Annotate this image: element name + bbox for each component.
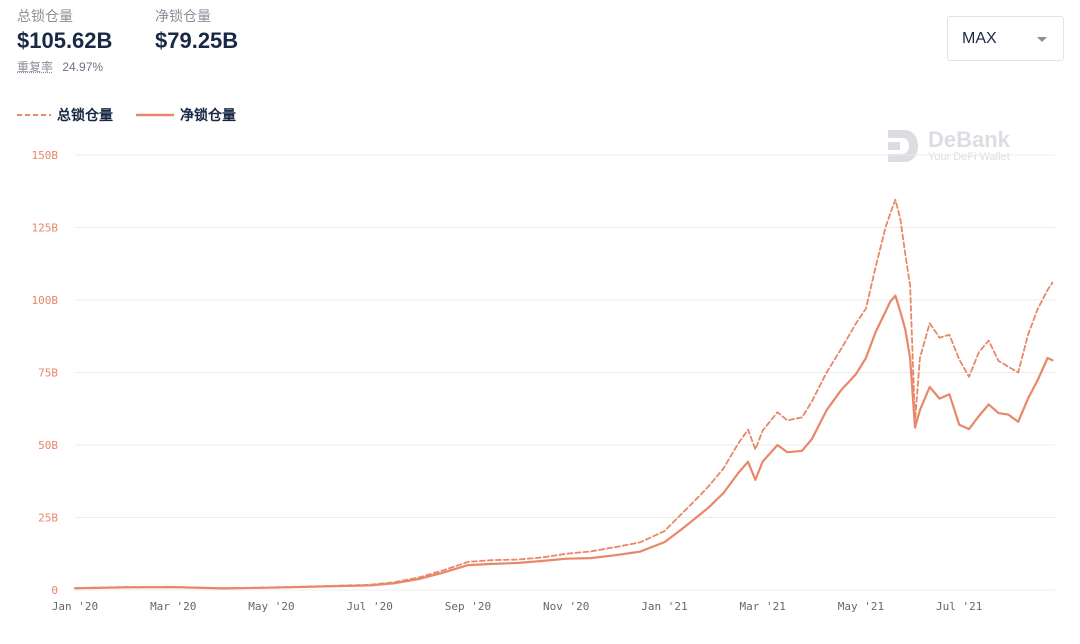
tvl-line-chart: 0 25B 50B 75B 100B 125B 150B Jan '20 Mar '20 May …: [32, 149, 1055, 613]
x-tick-label: May '20: [248, 600, 294, 613]
debank-watermark: DeBank Your DeFi Wallet: [886, 128, 1010, 164]
x-tick-label: Jan '20: [52, 600, 98, 613]
y-tick-label: 25B: [38, 512, 58, 525]
y-tick-label: 75B: [38, 367, 58, 380]
overlap-rate-label[interactable]: 重复率: [17, 60, 54, 74]
x-tick-label: May '21: [838, 600, 884, 613]
time-range-value: MAX: [962, 30, 997, 47]
net-tvl-stat: 净锁仓量 $79.25B: [155, 6, 238, 54]
total-tvl-label: 总锁仓量: [17, 8, 73, 24]
legend-item-net[interactable]: 净锁仓量: [136, 105, 236, 125]
chevron-down-icon: [1037, 37, 1047, 42]
total-tvl-stat: 总锁仓量 $105.62B: [17, 6, 112, 54]
y-tick-label: 50B: [38, 439, 58, 452]
net-tvl-label: 净锁仓量: [155, 8, 211, 24]
legend-solid-line-icon: [136, 113, 174, 117]
x-tick-label: Jul '21: [936, 600, 982, 613]
watermark-subtitle: Your DeFi Wallet: [928, 151, 1010, 163]
y-tick-label: 150B: [32, 149, 59, 162]
debank-logo-icon: [888, 130, 918, 162]
overlap-rate: 重复率 24.97%: [17, 58, 103, 75]
watermark-title: DeBank: [928, 127, 1010, 152]
x-tick-label: Nov '20: [543, 600, 589, 613]
y-tick-label: 125B: [32, 222, 59, 235]
y-tick-label: 0: [51, 584, 58, 597]
x-tick-label: Mar '20: [150, 600, 196, 613]
x-tick-label: Mar '21: [740, 600, 786, 613]
overlap-rate-value: 24.97%: [62, 60, 104, 74]
x-tick-label: Jan '21: [641, 600, 687, 613]
legend-dashed-line-icon: [17, 114, 51, 116]
series-line-net-tvl: [73, 294, 1054, 590]
legend-label-net: 净锁仓量: [180, 107, 236, 123]
total-tvl-value: $105.62B: [17, 28, 113, 53]
x-tick-label: Jul '20: [347, 600, 393, 613]
series-line-total-tvl: [74, 198, 1054, 590]
legend-label-total: 总锁仓量: [57, 107, 113, 123]
net-tvl-value: $79.25B: [155, 28, 239, 53]
legend-item-total[interactable]: 总锁仓量: [17, 105, 113, 125]
time-range-select[interactable]: MAX: [947, 16, 1064, 61]
y-tick-label: 100B: [32, 294, 59, 307]
x-tick-label: Sep '20: [445, 600, 491, 613]
